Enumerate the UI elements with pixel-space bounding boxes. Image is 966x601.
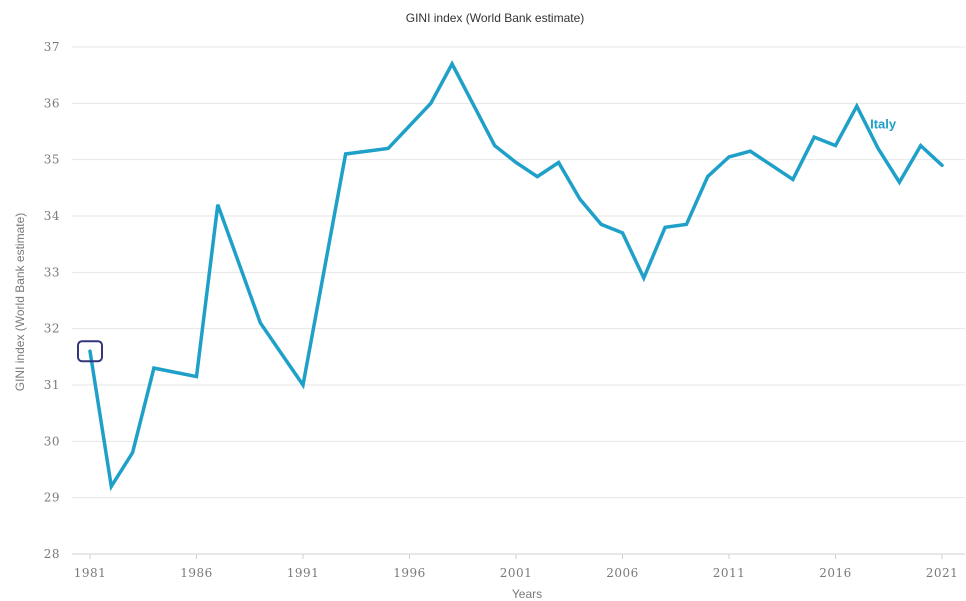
series-label-italy: Italy: [870, 117, 897, 132]
y-tick-label-29: 29: [44, 491, 60, 505]
y-axis-label: GINI index (World Bank estimate): [13, 213, 27, 392]
y-tick-label-34: 34: [44, 209, 60, 223]
x-tick-label-1981: 1981: [74, 566, 107, 580]
series-line-italy: [88, 60, 944, 492]
x-tick-label-2016: 2016: [819, 566, 852, 580]
x-axis-ticks: 1981 1986 1991 1996 2001 2006 2011 2016 2021: [74, 554, 959, 580]
x-tick-label-1986: 1986: [180, 566, 213, 580]
x-axis-label: Years: [512, 587, 542, 601]
y-tick-label-30: 30: [44, 434, 60, 448]
y-tick-label-37: 37: [44, 40, 60, 54]
x-tick-label-2001: 2001: [500, 566, 533, 580]
series-layer: Italy: [77, 60, 944, 492]
y-tick-label-32: 32: [44, 322, 60, 336]
y-tick-label-31: 31: [44, 378, 60, 392]
x-tick-label-1996: 1996: [393, 566, 426, 580]
y-axis-ticks: 28 29 30 31 32 33 34 35 36 37: [44, 40, 60, 561]
highlight-marker: [77, 340, 103, 363]
x-tick-label-1991: 1991: [287, 566, 320, 580]
y-tick-label-28: 28: [44, 547, 60, 561]
y-tick-label-33: 33: [44, 265, 60, 279]
x-tick-label-2006: 2006: [606, 566, 639, 580]
chart-title: GINI index (World Bank estimate): [406, 11, 585, 25]
x-tick-label-2011: 2011: [713, 566, 746, 580]
y-tick-label-36: 36: [44, 96, 60, 110]
x-tick-label-2021: 2021: [926, 566, 959, 580]
y-tick-label-35: 35: [44, 153, 60, 167]
